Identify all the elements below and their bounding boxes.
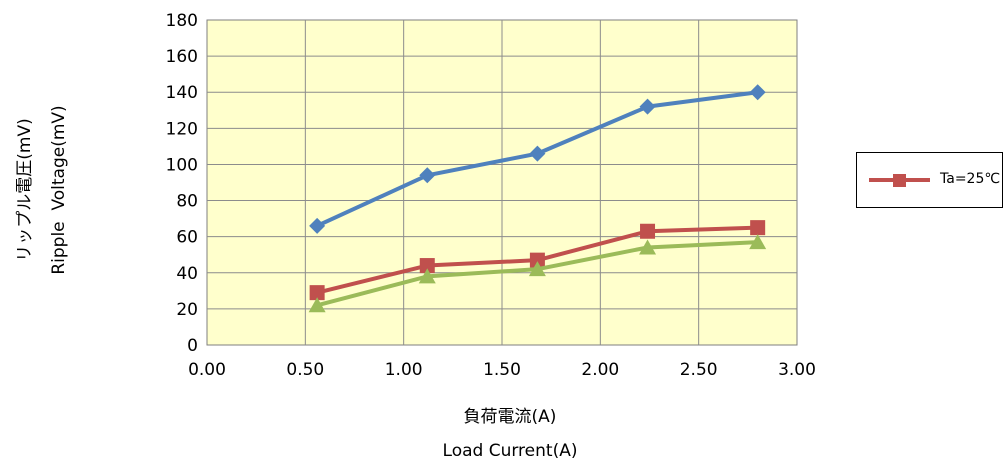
y-axis-title-jp: リップル電圧(mV) [15,118,35,261]
x-axis-ticks: 0.00 0.50 1.00 1.50 2.00 2.50 3.00 [188,360,816,380]
y-axis-title-en: Ripple Voltage(mV) [49,105,69,274]
y-tick-label: 20 [176,300,198,320]
y-tick-label: 0 [187,336,198,356]
x-tick-label: 0.50 [286,360,324,380]
square-marker [309,285,325,301]
square-marker [750,220,766,236]
x-tick-label: 1.00 [385,360,423,380]
legend-marker [893,174,906,187]
x-axis-title-en: Load Current(A) [443,441,578,461]
triangle-marker [308,297,326,313]
diamond-marker [309,217,326,234]
y-tick-label: 40 [176,264,198,284]
series-1 [309,84,766,234]
diamond-marker [419,167,436,184]
legend-swatch [869,174,930,187]
y-tick-label: 100 [166,155,198,175]
square-marker [419,258,435,274]
diamond-marker [529,145,546,162]
square-marker [640,223,656,239]
x-tick-label: 2.00 [581,360,619,380]
legend: Ta=25℃ [856,152,1003,208]
x-tick-label: 1.50 [483,360,521,380]
triangle-marker [418,268,436,284]
legend-label-ta25: Ta=25℃ [940,171,1001,187]
diamond-marker [639,98,656,115]
y-tick-label: 180 [166,11,198,31]
triangle-marker [528,261,546,277]
y-tick-label: 120 [166,119,198,139]
triangle-marker [639,239,657,255]
series-layer [308,84,767,313]
y-axis-ticks: 0 20 40 60 80 100 120 140 160 180 [166,11,198,356]
diamond-marker [749,84,766,101]
square-marker [529,252,545,268]
y-tick-label: 80 [176,192,198,212]
grid-lines [207,20,797,345]
y-tick-label: 60 [176,228,198,248]
x-tick-label: 3.00 [778,360,816,380]
x-tick-label: 0.00 [188,360,226,380]
x-axis-title-jp: 負荷電流(A) [464,407,557,427]
x-tick-label: 2.50 [680,360,718,380]
series-2 [309,220,766,301]
y-tick-label: 140 [166,83,198,103]
series-3 [308,234,767,313]
triangle-marker [749,234,767,250]
y-tick-label: 160 [166,47,198,67]
